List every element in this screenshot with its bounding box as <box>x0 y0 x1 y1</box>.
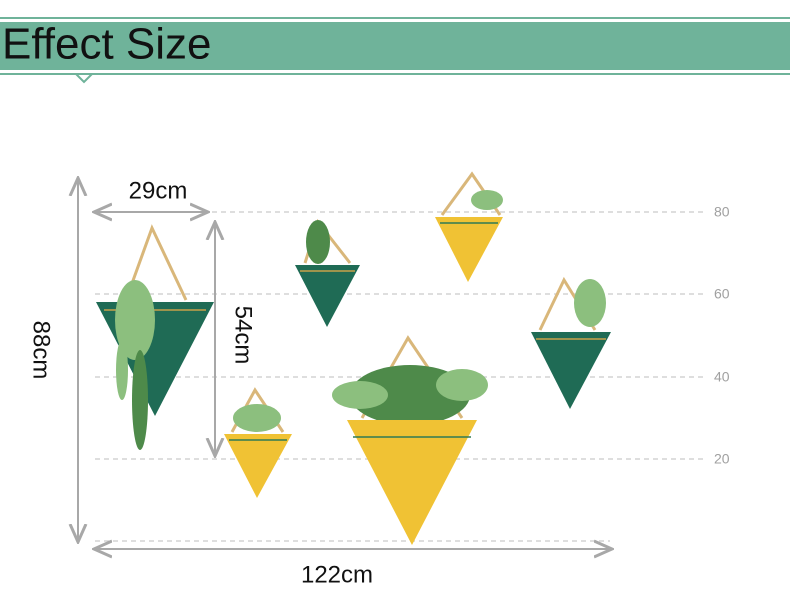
header-band <box>0 22 790 70</box>
scale-label: 60 <box>714 286 730 302</box>
planter <box>531 276 611 409</box>
scale-label: 80 <box>714 204 730 220</box>
total-width-label: 122cm <box>301 561 373 588</box>
planter-height-label: 54cm <box>230 306 257 365</box>
total-height-label: 88cm <box>28 321 55 380</box>
header-pointer <box>75 73 93 84</box>
scale-label: 40 <box>714 369 730 385</box>
scale-label: 20 <box>714 451 730 467</box>
header-title: Effect Size <box>2 20 212 69</box>
planter <box>224 387 292 498</box>
planter <box>332 335 488 545</box>
planter <box>96 224 214 450</box>
planter-width-label: 29cm <box>129 177 188 204</box>
planter <box>435 171 503 282</box>
planter <box>295 218 360 327</box>
